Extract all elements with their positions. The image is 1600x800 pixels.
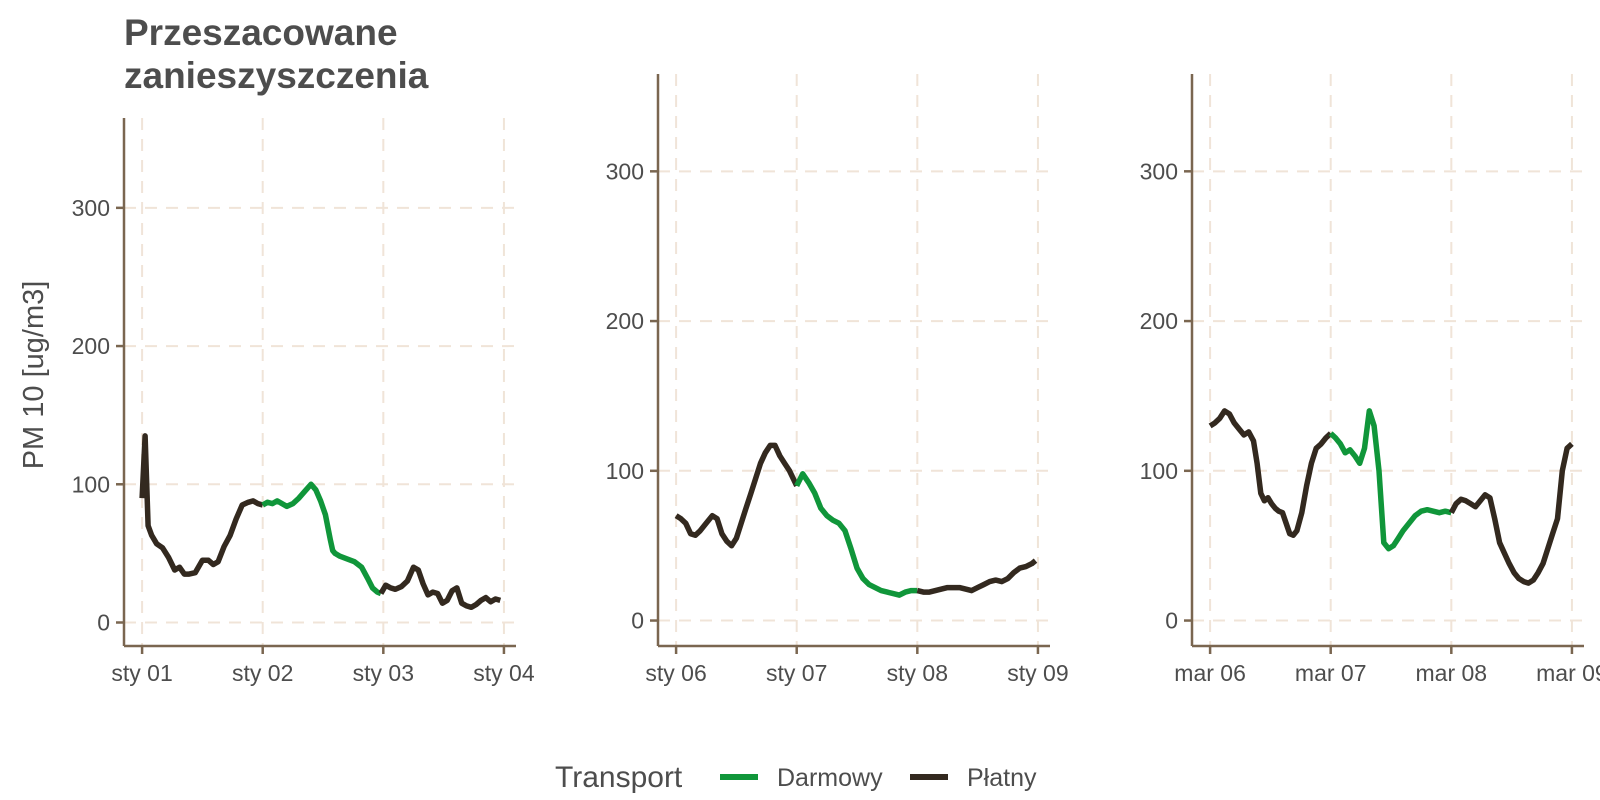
- series-line-darmowy: [1328, 408, 1452, 552]
- x-tick-label: mar 08: [1416, 660, 1488, 686]
- panel-2: 0 100 200 300 sty 06 sty 07 sty 08 sty 09: [606, 74, 1069, 686]
- y-tick-label: 100: [606, 458, 644, 484]
- x-tick-label: sty 02: [232, 660, 293, 686]
- chart-panels: 0 100 200 300 sty 01 sty 02 sty 03 sty 04 0 100 20…: [72, 74, 1600, 686]
- x-tick-label: mar 06: [1174, 660, 1246, 686]
- series-line-darmowy: [794, 471, 918, 598]
- series-line-darmowy: [261, 481, 382, 597]
- series-line-platny: [916, 558, 1038, 595]
- x-tick-label: sty 01: [111, 660, 172, 686]
- y-tick-label: 0: [97, 610, 110, 636]
- x-tick-label: mar 09: [1536, 660, 1600, 686]
- chart-title-line-1: Przeszacowane: [124, 12, 398, 53]
- x-tick-label: sty 07: [766, 660, 827, 686]
- x-tick-label: mar 07: [1295, 660, 1367, 686]
- legend-label-darmowy: Darmowy: [777, 764, 883, 792]
- series-line-platny: [378, 564, 502, 611]
- y-axis-label: PM 10 [ug/m3]: [18, 281, 50, 470]
- y-tick-label: 0: [631, 608, 644, 634]
- y-tick-label: 200: [606, 308, 644, 334]
- series-line-platny: [674, 442, 800, 549]
- series-line-platny: [1208, 408, 1333, 538]
- x-tick-label: sty 03: [353, 660, 414, 686]
- x-tick-label: sty 08: [887, 660, 948, 686]
- y-tick-label: 100: [1140, 458, 1178, 484]
- series-line-platny: [1448, 441, 1574, 586]
- x-tick-label: sty 06: [645, 660, 706, 686]
- panel-1: 0 100 200 300 sty 01 sty 02 sty 03 sty 04: [72, 118, 535, 686]
- y-tick-label: 0: [1165, 608, 1178, 634]
- y-tick-label: 300: [606, 158, 644, 184]
- chart-title-line-2: zanieszyszczenia: [124, 55, 429, 96]
- y-tick-label: 100: [72, 471, 110, 497]
- y-tick-label: 200: [72, 333, 110, 359]
- legend-title: Transport: [555, 761, 683, 794]
- x-tick-label: sty 04: [473, 660, 535, 686]
- x-tick-label: sty 09: [1007, 660, 1068, 686]
- panel-3: 0 100 200 300 mar 06 mar 07 mar 08 mar 09: [1140, 74, 1600, 686]
- y-tick-label: 300: [72, 195, 110, 221]
- series-line-platny: [139, 433, 264, 577]
- y-tick-label: 200: [1140, 308, 1178, 334]
- legend: Transport Darmowy Płatny: [555, 761, 1037, 794]
- y-tick-label: 300: [1140, 158, 1178, 184]
- legend-label-platny: Płatny: [967, 764, 1037, 792]
